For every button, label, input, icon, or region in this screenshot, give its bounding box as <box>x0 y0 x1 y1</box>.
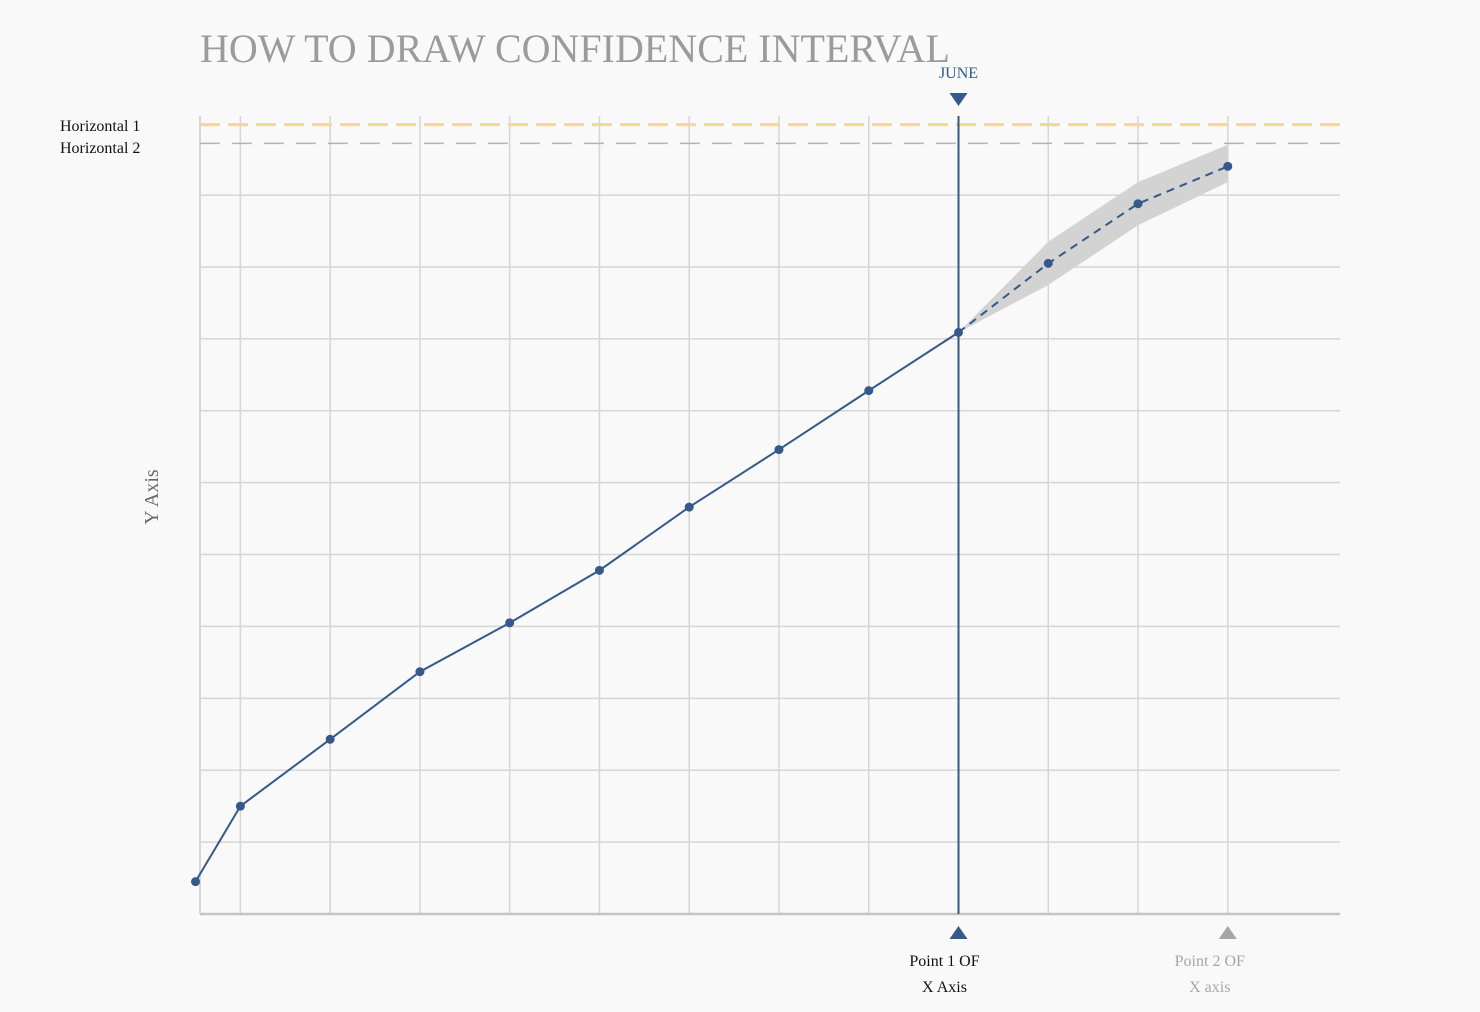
point1-up-triangle <box>949 926 968 939</box>
horizontal-1-label: Horizontal 1 <box>60 118 140 135</box>
data-point <box>191 877 201 887</box>
grid <box>199 116 1340 916</box>
point2-label-line1: Point 2 OF <box>1175 953 1245 970</box>
confidence-band-area <box>958 144 1228 333</box>
data-point <box>1043 258 1053 268</box>
data-points <box>191 161 1233 887</box>
data-point <box>415 667 425 677</box>
data-point <box>1223 161 1233 171</box>
point2-label-line2: X axis <box>1189 979 1230 996</box>
data-point <box>505 618 515 628</box>
data-point <box>1133 199 1143 209</box>
point1-label-line2: X Axis <box>922 979 967 996</box>
series-lines <box>194 165 1229 883</box>
data-point <box>325 734 335 744</box>
forecast-series-line <box>957 165 1229 334</box>
data-point <box>954 327 964 337</box>
chart-title: HOW TO DRAW CONFIDENCE INTERVAL <box>200 26 950 71</box>
data-point <box>594 565 604 575</box>
data-point <box>235 801 245 811</box>
point2-up-triangle <box>1218 926 1237 939</box>
data-point <box>774 445 784 455</box>
marker-annotations <box>949 93 1237 939</box>
point1-label-line1: Point 1 OF <box>909 953 979 970</box>
y-axis-label: Y Axis <box>141 469 163 525</box>
data-point <box>684 502 694 512</box>
data-point <box>864 386 874 396</box>
horizontal-lines <box>200 123 1340 145</box>
horizontal-2-label: Horizontal 2 <box>60 140 140 157</box>
actual-series-line <box>194 331 960 883</box>
june-down-triangle <box>949 93 968 106</box>
confidence-band <box>958 144 1228 333</box>
june-marker-label: JUNE <box>939 65 978 82</box>
